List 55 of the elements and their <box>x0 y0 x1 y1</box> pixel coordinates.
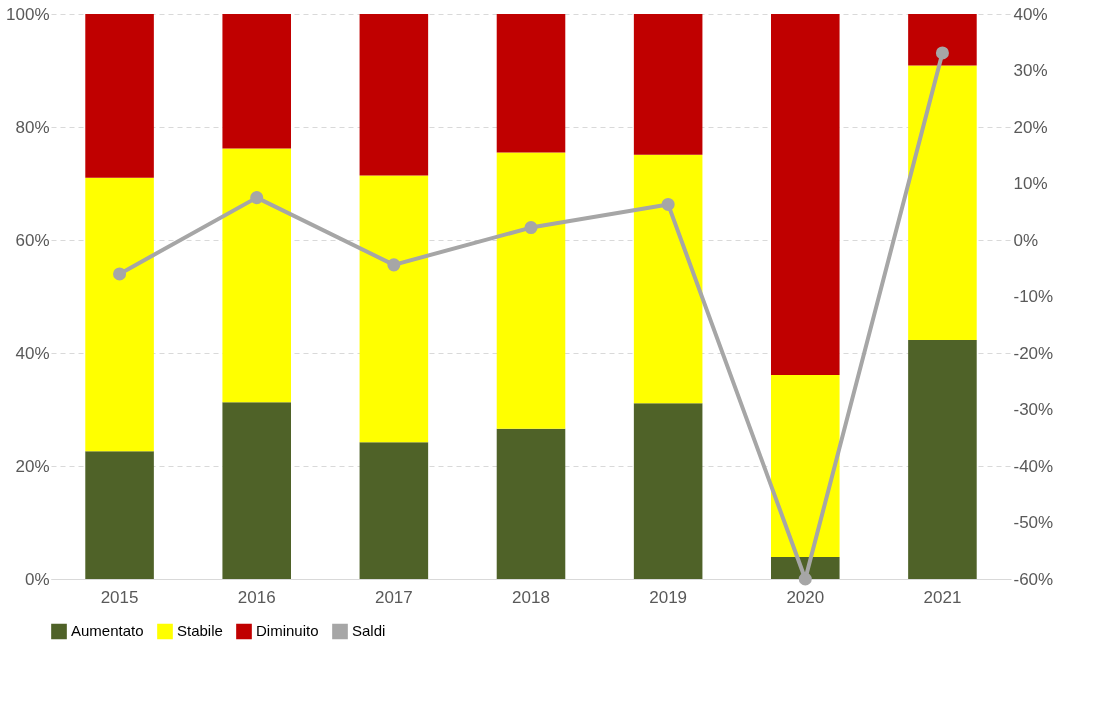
y-tick-label: 80% <box>15 117 50 137</box>
y-tick-label: 20% <box>15 456 50 476</box>
bar <box>908 340 977 579</box>
y2-tick-label: 40% <box>1013 4 1048 24</box>
legend-label: Aumentato <box>71 622 144 640</box>
point <box>387 258 401 272</box>
x-tick-label: 2017 <box>374 587 413 607</box>
point <box>113 267 127 281</box>
legend-label: Saldi <box>352 622 386 640</box>
x-tick-label: 2020 <box>786 587 825 607</box>
bar <box>496 152 566 429</box>
legend-label: Stabile <box>177 622 223 640</box>
y-tick-label: 0% <box>24 569 50 589</box>
bar <box>771 14 840 376</box>
point <box>661 197 675 211</box>
bar <box>908 65 977 341</box>
bar <box>633 14 703 155</box>
bar <box>85 177 154 452</box>
bar <box>222 14 291 149</box>
bar <box>85 451 154 579</box>
point <box>524 221 538 235</box>
bar <box>771 375 840 557</box>
y2-tick-label: 10% <box>1013 174 1048 193</box>
x-tick-label: 2019 <box>649 587 688 607</box>
y-tick-label: 100% <box>6 4 50 24</box>
bar <box>633 403 703 579</box>
point <box>798 572 812 586</box>
bar <box>222 402 291 579</box>
bar <box>496 14 566 153</box>
y-tick-label: 40% <box>15 343 50 363</box>
y2-tick-label: 20% <box>1013 117 1048 137</box>
x-tick-label: 2015 <box>100 587 139 607</box>
bar <box>359 175 429 443</box>
y2-tick-label: 30% <box>1013 61 1048 80</box>
legend-label: Diminuito <box>256 622 319 640</box>
y2-tick-label: -40% <box>1013 456 1054 476</box>
bar <box>359 14 429 176</box>
y-tick-label: 60% <box>15 230 50 250</box>
x-tick-label: 2016 <box>237 587 276 607</box>
y2-tick-label: -50% <box>1013 513 1054 532</box>
bar <box>633 154 703 404</box>
y2-tick-label: -20% <box>1013 343 1054 363</box>
y2-tick-label: -30% <box>1013 400 1054 419</box>
bar <box>85 14 154 178</box>
bar <box>222 148 291 403</box>
y2-tick-label: 0% <box>1013 230 1039 250</box>
bar <box>359 442 429 579</box>
x-tick-label: 2021 <box>923 587 962 607</box>
point <box>250 191 264 205</box>
y2-tick-label: -60% <box>1013 569 1054 589</box>
bar <box>496 428 566 579</box>
y2-tick-label: -10% <box>1013 287 1054 306</box>
bar <box>908 14 977 66</box>
point <box>935 46 949 60</box>
x-tick-label: 2018 <box>512 587 550 607</box>
